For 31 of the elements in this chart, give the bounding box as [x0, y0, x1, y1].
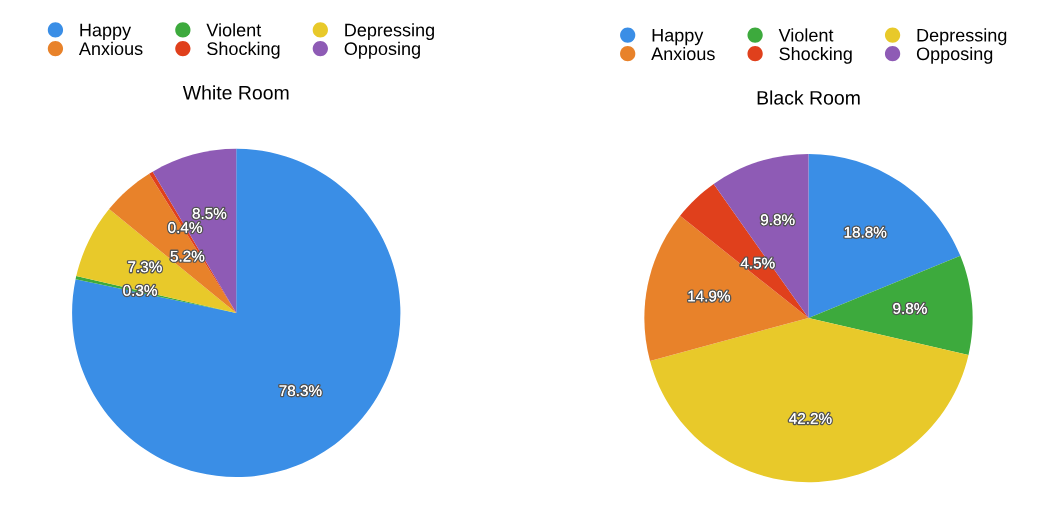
data-label: 5.2% — [170, 250, 205, 262]
legend-label: Depressing — [917, 28, 1007, 46]
legend-label: Violent — [778, 28, 834, 42]
data-label: 7.3% — [128, 261, 162, 273]
pie-slice — [650, 318, 969, 483]
pie-slice — [680, 184, 809, 319]
legend-label: Happy — [80, 23, 132, 41]
legend-label: Shocking — [207, 41, 280, 59]
data-label: 0.3% — [123, 285, 157, 296]
text: White Room — [182, 85, 289, 100]
legend-label: Happy — [652, 28, 704, 46]
text: Black Room — [757, 90, 860, 105]
data-label: 9.8% — [760, 214, 795, 226]
pie-slice — [76, 209, 237, 313]
data-label: 18.8% — [844, 226, 887, 238]
data-label: 8.5% — [192, 208, 227, 219]
legend-label: Anxious — [651, 46, 715, 61]
pie-slice — [72, 148, 401, 478]
pie-slice — [644, 215, 809, 361]
legend-label: Depressing — [345, 23, 434, 41]
legend-label: Anxious — [78, 41, 143, 56]
legend-label: Opposing — [916, 46, 993, 64]
pie-slice — [808, 153, 961, 319]
pie-slice — [808, 255, 973, 355]
legend-label: Violent — [206, 23, 262, 37]
data-label: 14.9% — [688, 290, 730, 302]
legend-label: Shocking — [779, 46, 852, 64]
legend-label: Opposing — [344, 41, 420, 59]
data-label: 78.3% — [279, 385, 322, 397]
data-label: 42.2% — [789, 413, 832, 424]
data-label: 9.8% — [893, 303, 927, 314]
